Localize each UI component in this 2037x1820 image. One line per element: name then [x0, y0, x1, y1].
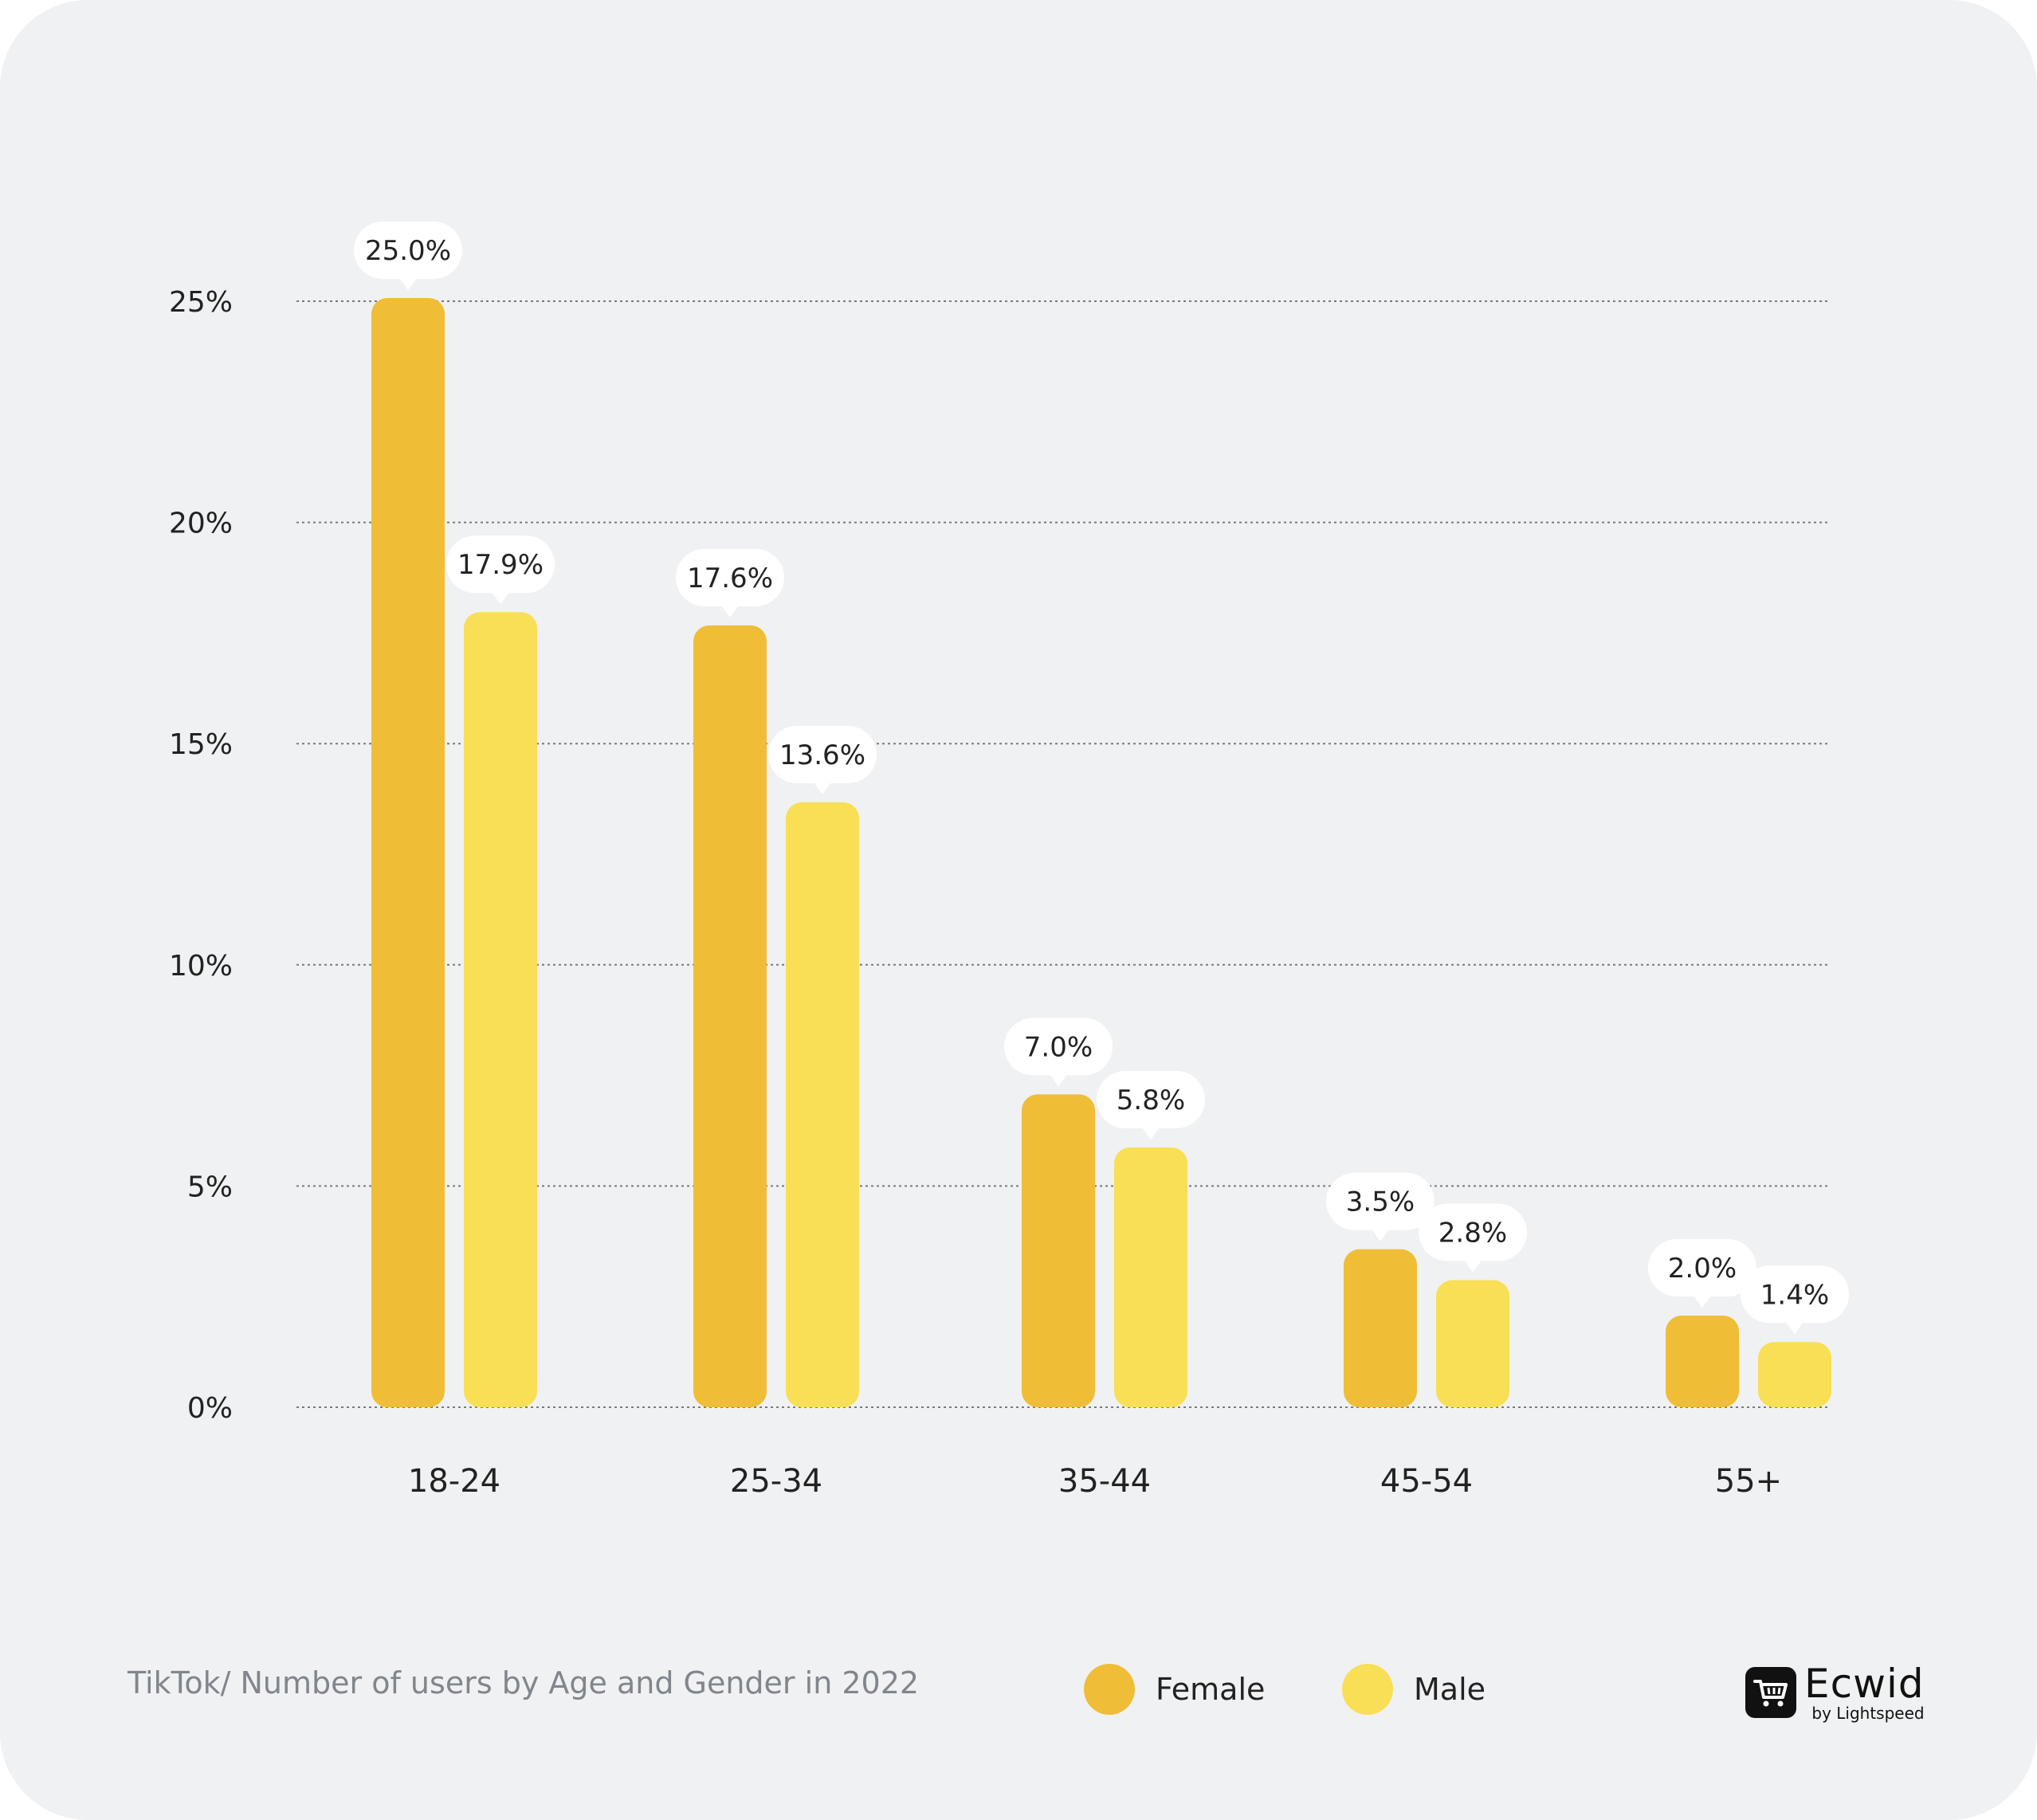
data-label: 1.4% [1760, 1279, 1829, 1311]
label-bubble-pointer [721, 605, 739, 618]
bars [371, 298, 1831, 1407]
label-bubble [676, 548, 784, 606]
label-bubble-pointer [1786, 1322, 1803, 1335]
label-bubble [1419, 1203, 1527, 1261]
data-label: 25.0% [365, 235, 451, 267]
x-tick-label: 55+ [1715, 1463, 1782, 1500]
label-bubble-pointer [1372, 1229, 1389, 1241]
data-label: 2.8% [1438, 1218, 1507, 1249]
value-label-female-45-54: 3.5% [1326, 1172, 1435, 1241]
bar-female-25-34 [693, 625, 767, 1407]
legend-swatch-male [1342, 1664, 1393, 1715]
label-bubble-pointer [1694, 1295, 1711, 1308]
value-label-female-55+: 2.0% [1648, 1238, 1756, 1308]
logo-text: Ecwid by Lightspeed [1804, 1664, 1925, 1721]
x-axis-ticks: 18-24 25-34 35-44 45-54 55+ [408, 1463, 1782, 1500]
y-tick-label: 15% [169, 728, 233, 761]
value-label-male-45-54: 2.8% [1419, 1203, 1527, 1273]
data-label: 13.6% [779, 739, 865, 771]
label-bubble-pointer [1050, 1074, 1067, 1087]
cart-icon [1745, 1667, 1796, 1718]
bar-male-25-34 [786, 802, 859, 1407]
label-bubble-pointer [1464, 1260, 1482, 1273]
label-bubble [1326, 1172, 1435, 1230]
label-bubble [1004, 1018, 1113, 1076]
bar-male-55+ [1758, 1342, 1831, 1407]
data-label: 17.9% [457, 549, 544, 581]
label-bubble-pointer [399, 278, 417, 290]
legend-label-female: Female [1156, 1672, 1266, 1707]
data-label: 3.5% [1346, 1187, 1415, 1218]
data-label: 7.0% [1024, 1031, 1093, 1063]
value-label-female-25-34: 17.6% [676, 548, 784, 618]
label-bubble [1648, 1238, 1756, 1296]
value-label-female-35-44: 7.0% [1004, 1018, 1113, 1087]
x-tick-label: 25-34 [730, 1463, 822, 1500]
label-bubble-pointer [814, 782, 831, 794]
bar-female-45-54 [1344, 1249, 1417, 1407]
value-label-male-25-34: 13.6% [768, 725, 877, 794]
y-axis-ticks: 0% 5% 10% 15% 20% 25% [169, 286, 233, 1425]
label-bubble [354, 222, 462, 279]
value-label-male-18-24: 17.9% [446, 535, 555, 605]
y-tick-label: 20% [169, 508, 233, 540]
bar-male-35-44 [1114, 1147, 1187, 1407]
logo-name: Ecwid [1804, 1661, 1925, 1707]
y-tick-label: 10% [169, 950, 233, 983]
bar-female-55+ [1666, 1315, 1739, 1407]
x-tick-label: 45-54 [1380, 1463, 1473, 1500]
data-label: 17.6% [687, 563, 773, 594]
ecwid-logo: Ecwid by Lightspeed [1745, 1664, 1925, 1721]
value-labels: 25.0% 17.9% 17.6% 13.6% 7.0% 5.8% 3.5% 2.8% 2.0%… [354, 222, 1849, 1335]
value-label-male-55+: 1.4% [1741, 1265, 1849, 1335]
y-tick-label: 0% [187, 1392, 233, 1425]
y-tick-label: 5% [187, 1171, 233, 1203]
bar-male-45-54 [1436, 1280, 1509, 1407]
value-label-female-18-24: 25.0% [354, 222, 462, 290]
label-bubble-pointer [1142, 1127, 1160, 1139]
chart-title: TikTok/ Number of users by Age and Gende… [128, 1665, 920, 1700]
label-bubble [1097, 1070, 1205, 1128]
legend-label-male: Male [1414, 1672, 1486, 1707]
bar-female-18-24 [371, 298, 445, 1407]
logo-subtitle: by Lightspeed [1811, 1704, 1925, 1723]
data-label: 5.8% [1117, 1085, 1185, 1116]
label-bubble-pointer [492, 592, 509, 605]
bar-female-35-44 [1022, 1094, 1095, 1407]
label-bubble [768, 725, 877, 783]
legend-item-male: Male [1342, 1664, 1486, 1715]
bar-chart: 0% 5% 10% 15% 20% 25% 25.0% 17.9% 17.6% 13.6% 7.0… [169, 222, 1849, 1500]
label-bubble [1741, 1265, 1849, 1324]
x-tick-label: 35-44 [1058, 1463, 1151, 1500]
legend-item-female: Female [1084, 1664, 1265, 1715]
bar-male-18-24 [464, 612, 537, 1407]
y-tick-label: 25% [169, 286, 233, 319]
label-bubble [446, 535, 555, 594]
data-label: 2.0% [1668, 1253, 1737, 1285]
value-label-male-35-44: 5.8% [1097, 1070, 1205, 1139]
legend-swatch-female [1084, 1664, 1135, 1715]
x-tick-label: 18-24 [408, 1463, 500, 1500]
